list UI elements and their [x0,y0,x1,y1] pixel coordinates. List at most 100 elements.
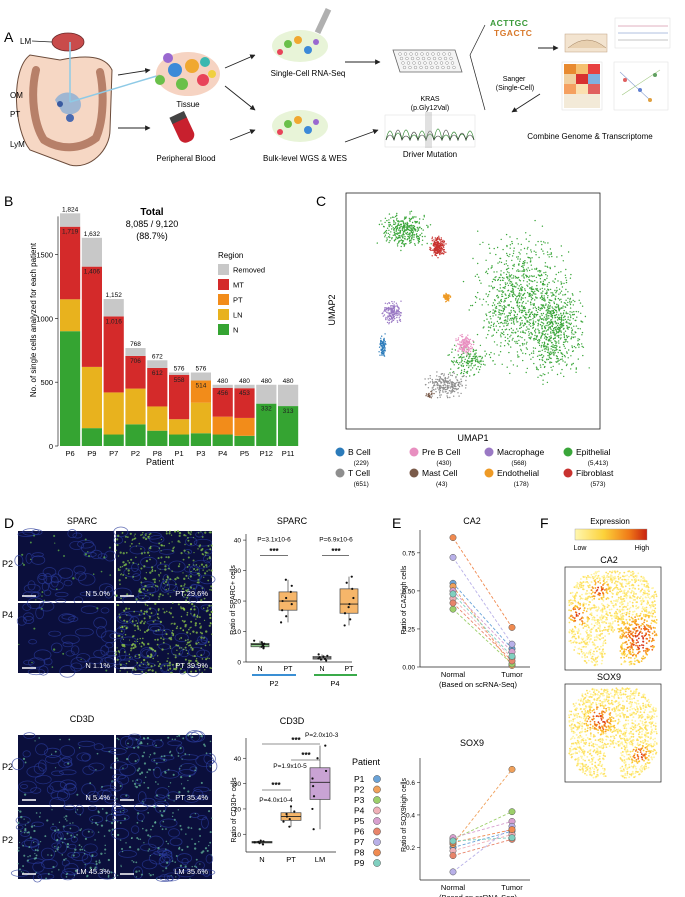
stain-dot [74,848,77,851]
umap-point [384,236,386,238]
umap-point [549,304,551,307]
umap-point [518,251,520,254]
stain-dot [84,553,87,556]
umap-point [528,293,530,295]
umap-point [539,288,541,290]
umap-point [418,239,420,241]
umap-point [563,302,566,304]
umap-point [397,314,399,317]
stain-dot [125,794,128,797]
umap-point [547,289,550,291]
stain-dot [162,641,165,644]
umap-point [558,342,560,344]
stain-dot [187,551,189,553]
driver-mutation-label: Driver Mutation [403,150,457,159]
stain-dot [108,546,111,549]
umap-point [516,351,519,353]
stain-dot [175,876,177,878]
umap-point [395,215,397,218]
umap-point [511,290,513,292]
umap-point [393,315,395,318]
umap-point [443,375,445,377]
x-tick-label: P8 [153,449,162,458]
umap-point [481,356,484,358]
bar-segment-n [278,406,299,446]
well [401,61,405,65]
stain-dot [125,607,128,610]
sanger-line1: Sanger [503,76,526,83]
umap-point [408,240,411,242]
umap-point [576,316,578,318]
stain-dot [192,630,195,633]
stain-dot [171,570,173,572]
umap-point [525,343,528,345]
stain-dot [147,786,150,789]
stain-dot [146,736,150,740]
stain-dot [131,860,133,862]
umap-point [560,313,562,315]
stain-dot [124,633,127,636]
umap-point [528,315,530,317]
expression-point [580,584,583,587]
umap-point [468,343,470,345]
umap-point [479,360,481,362]
stain-dot [100,852,103,855]
stain-dot [119,670,121,672]
stain-dot [137,627,140,630]
umap-point [537,376,539,378]
blood-label: Peripheral Blood [156,154,215,163]
stain-dot [167,556,170,559]
umap-legend-label: Mast Cell [422,468,458,478]
stain-dot [158,595,161,598]
umap-point [524,289,526,292]
umap-point [540,366,542,368]
umap-point [451,374,453,377]
umap-point [544,279,547,281]
umap-point [503,263,506,265]
umap-point [438,376,440,378]
stain-dot [119,839,122,841]
umap-point [526,348,528,350]
umap-point [561,326,563,328]
umap-point [555,332,558,334]
stain-dot [180,552,183,555]
umap-point [451,351,453,353]
x-tick-label: Tumor [501,670,523,679]
stain-dot [73,835,76,838]
panel-letter-f: F [540,515,549,531]
umap-point [551,255,553,258]
stain-dot [143,751,146,754]
stain-dot [177,565,180,568]
umap-point [378,346,381,348]
umap-point [528,279,530,281]
data-point [347,606,350,609]
umap-point [487,295,489,298]
umap-point [406,227,408,230]
umap-point [411,236,413,238]
bar-segment-n [212,434,233,446]
umap-legend-count: (430) [436,460,451,467]
stain-dot [178,534,181,538]
umap-point [499,317,501,319]
x-tick-label: PT [345,666,355,673]
umap-point [402,225,405,228]
umap-point [568,326,571,328]
umap-point [439,377,442,379]
umap-point [498,309,500,311]
stain-dot [140,552,144,555]
nucleus-ring [22,603,32,611]
stain-dot [145,578,147,581]
umap-point [505,263,507,265]
stain-dot [172,812,174,814]
umap-point [539,324,542,326]
umap-point [460,380,463,383]
stain-dot [193,587,195,590]
stain-dot [148,768,150,771]
umap-point [573,325,575,327]
stain-dot [197,572,200,575]
stain-dot [161,828,164,831]
stain-dot [144,584,147,588]
umap-point [439,389,441,391]
stain-dot [133,610,136,613]
